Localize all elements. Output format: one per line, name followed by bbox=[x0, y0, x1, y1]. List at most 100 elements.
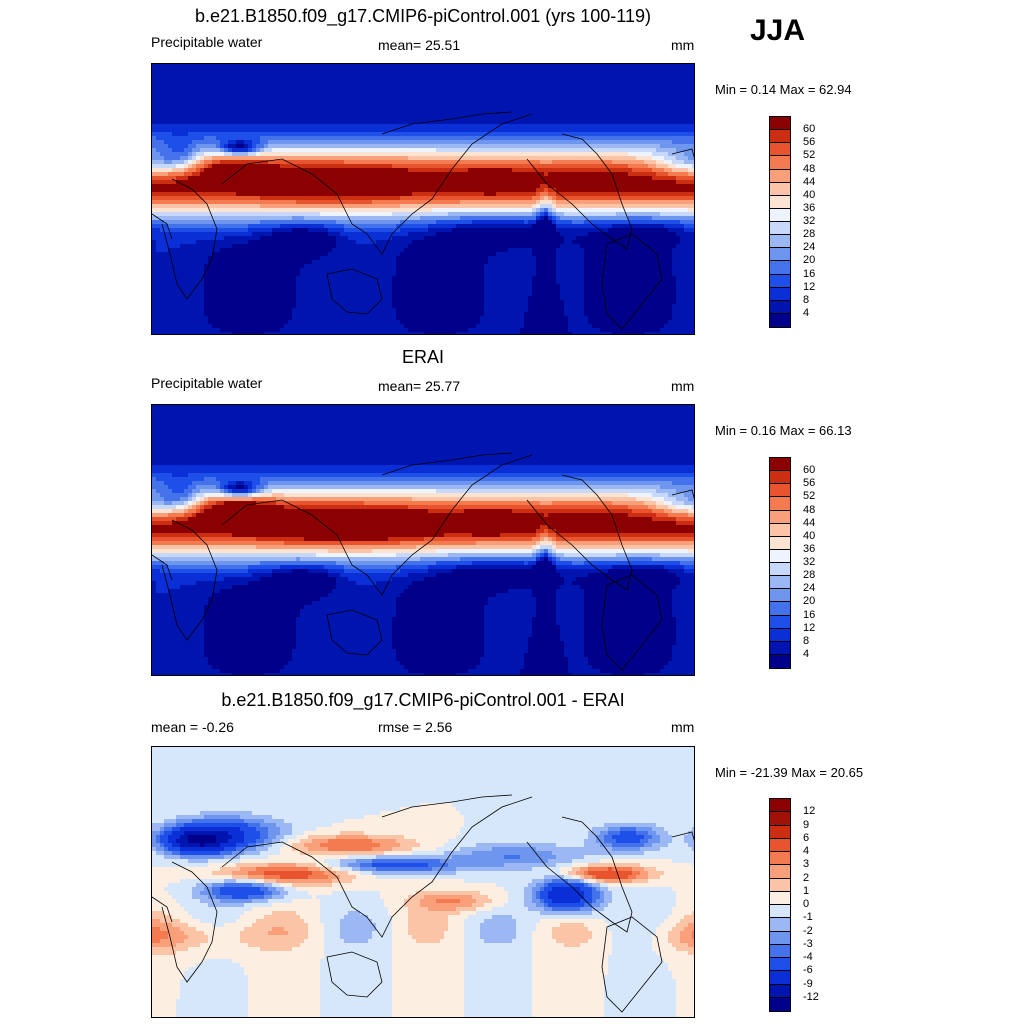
panel-3-rmse-label: rmse = 2.56 bbox=[378, 719, 452, 735]
panel-2-colorbar bbox=[769, 457, 791, 669]
colorbar-swatch bbox=[770, 130, 790, 144]
colorbar-swatch bbox=[770, 274, 790, 288]
colorbar-swatch bbox=[770, 958, 790, 972]
colorbar-tick-label: 44 bbox=[803, 176, 815, 188]
colorbar-swatch bbox=[770, 195, 790, 209]
panel-2-map bbox=[151, 404, 695, 676]
colorbar-tick-label: -3 bbox=[803, 938, 813, 950]
panel-2-mean-label: mean= 25.77 bbox=[378, 378, 460, 394]
colorbar-swatch bbox=[770, 497, 790, 511]
panel-1-variable-label: Precipitable water bbox=[151, 34, 262, 50]
colorbar-tick-label: 6 bbox=[803, 832, 809, 844]
colorbar-swatch bbox=[770, 549, 790, 563]
colorbar-tick-label: -2 bbox=[803, 925, 813, 937]
colorbar-swatch bbox=[770, 576, 790, 590]
colorbar-tick-label: 52 bbox=[803, 490, 815, 502]
colorbar-swatch bbox=[770, 838, 790, 852]
colorbar-tick-label: 24 bbox=[803, 241, 815, 253]
colorbar-swatch bbox=[770, 825, 790, 839]
colorbar-tick-label: 1 bbox=[803, 885, 809, 897]
colorbar-swatch bbox=[770, 589, 790, 603]
colorbar-tick-label: 3 bbox=[803, 858, 809, 870]
colorbar-swatch bbox=[770, 484, 790, 498]
colorbar-swatch bbox=[770, 143, 790, 157]
colorbar-tick-label: 32 bbox=[803, 215, 815, 227]
colorbar-swatch bbox=[770, 865, 790, 879]
colorbar-swatch bbox=[770, 878, 790, 892]
colorbar-swatch bbox=[770, 918, 790, 932]
panel-1-map bbox=[151, 63, 695, 335]
colorbar-tick-label: 4 bbox=[803, 648, 809, 660]
colorbar-tick-label: 20 bbox=[803, 595, 815, 607]
colorbar-tick-label: -9 bbox=[803, 978, 813, 990]
panel-3-title: b.e21.B1850.f09_g17.CMIP6-piControl.001 … bbox=[151, 690, 695, 711]
colorbar-swatch bbox=[770, 852, 790, 866]
colorbar-tick-label: 40 bbox=[803, 189, 815, 201]
colorbar-tick-label: 28 bbox=[803, 228, 815, 240]
panel-3-colorbar bbox=[769, 798, 791, 1012]
colorbar-tick-label: 56 bbox=[803, 136, 815, 148]
colorbar-tick-label: -1 bbox=[803, 911, 813, 923]
colorbar-swatch bbox=[770, 997, 790, 1011]
colorbar-tick-label: 12 bbox=[803, 622, 815, 634]
colorbar-swatch bbox=[770, 984, 790, 998]
panel-2-units-label: mm bbox=[671, 378, 694, 394]
colorbar-tick-label: 2 bbox=[803, 872, 809, 884]
colorbar-swatch bbox=[770, 208, 790, 222]
colorbar-swatch bbox=[770, 117, 790, 131]
colorbar-tick-label: 9 bbox=[803, 819, 809, 831]
colorbar-tick-label: 60 bbox=[803, 464, 815, 476]
colorbar-swatch bbox=[770, 471, 790, 485]
colorbar-swatch bbox=[770, 261, 790, 275]
panel-1-colorbar bbox=[769, 116, 791, 328]
colorbar-swatch bbox=[770, 169, 790, 183]
panel-3-units-label: mm bbox=[671, 719, 694, 735]
colorbar-tick-label: 4 bbox=[803, 307, 809, 319]
colorbar-tick-label: -4 bbox=[803, 951, 813, 963]
colorbar-swatch bbox=[770, 891, 790, 905]
panel-1-title: b.e21.B1850.f09_g17.CMIP6-piControl.001 … bbox=[151, 6, 695, 27]
colorbar-tick-label: 60 bbox=[803, 123, 815, 135]
colorbar-swatch bbox=[770, 458, 790, 472]
colorbar-tick-label: 52 bbox=[803, 149, 815, 161]
colorbar-swatch bbox=[770, 641, 790, 655]
colorbar-tick-label: 48 bbox=[803, 504, 815, 516]
colorbar-swatch bbox=[770, 971, 790, 985]
colorbar-swatch bbox=[770, 905, 790, 919]
colorbar-tick-label: 40 bbox=[803, 530, 815, 542]
colorbar-tick-label: 0 bbox=[803, 898, 809, 910]
colorbar-tick-label: 28 bbox=[803, 569, 815, 581]
panel-3-minmax: Min = -21.39 Max = 20.65 bbox=[715, 765, 863, 780]
colorbar-swatch bbox=[770, 536, 790, 550]
colorbar-tick-label: -12 bbox=[803, 991, 819, 1003]
colorbar-tick-label: 48 bbox=[803, 163, 815, 175]
colorbar-tick-label: 8 bbox=[803, 635, 809, 647]
colorbar-tick-label: 44 bbox=[803, 517, 815, 529]
colorbar-tick-label: 36 bbox=[803, 543, 815, 555]
colorbar-swatch bbox=[770, 300, 790, 314]
panel-1-units-label: mm bbox=[671, 37, 694, 53]
colorbar-swatch bbox=[770, 602, 790, 616]
colorbar-tick-label: 24 bbox=[803, 582, 815, 594]
colorbar-tick-label: 56 bbox=[803, 477, 815, 489]
colorbar-swatch bbox=[770, 235, 790, 249]
colorbar-tick-label: 12 bbox=[803, 281, 815, 293]
colorbar-swatch bbox=[770, 563, 790, 577]
season-label: JJA bbox=[750, 14, 805, 48]
panel-3-map bbox=[151, 746, 695, 1018]
colorbar-tick-label: 20 bbox=[803, 254, 815, 266]
colorbar-swatch bbox=[770, 799, 790, 813]
colorbar-swatch bbox=[770, 615, 790, 629]
colorbar-swatch bbox=[770, 654, 790, 668]
colorbar-swatch bbox=[770, 287, 790, 301]
panel-1-mean-label: mean= 25.51 bbox=[378, 37, 460, 53]
colorbar-tick-label: 12 bbox=[803, 805, 815, 817]
colorbar-swatch bbox=[770, 944, 790, 958]
colorbar-swatch bbox=[770, 156, 790, 170]
colorbar-swatch bbox=[770, 182, 790, 196]
panel-1-minmax: Min = 0.14 Max = 62.94 bbox=[715, 82, 852, 97]
colorbar-tick-label: 36 bbox=[803, 202, 815, 214]
colorbar-swatch bbox=[770, 248, 790, 262]
panel-2-title: ERAI bbox=[151, 347, 695, 368]
colorbar-swatch bbox=[770, 313, 790, 327]
